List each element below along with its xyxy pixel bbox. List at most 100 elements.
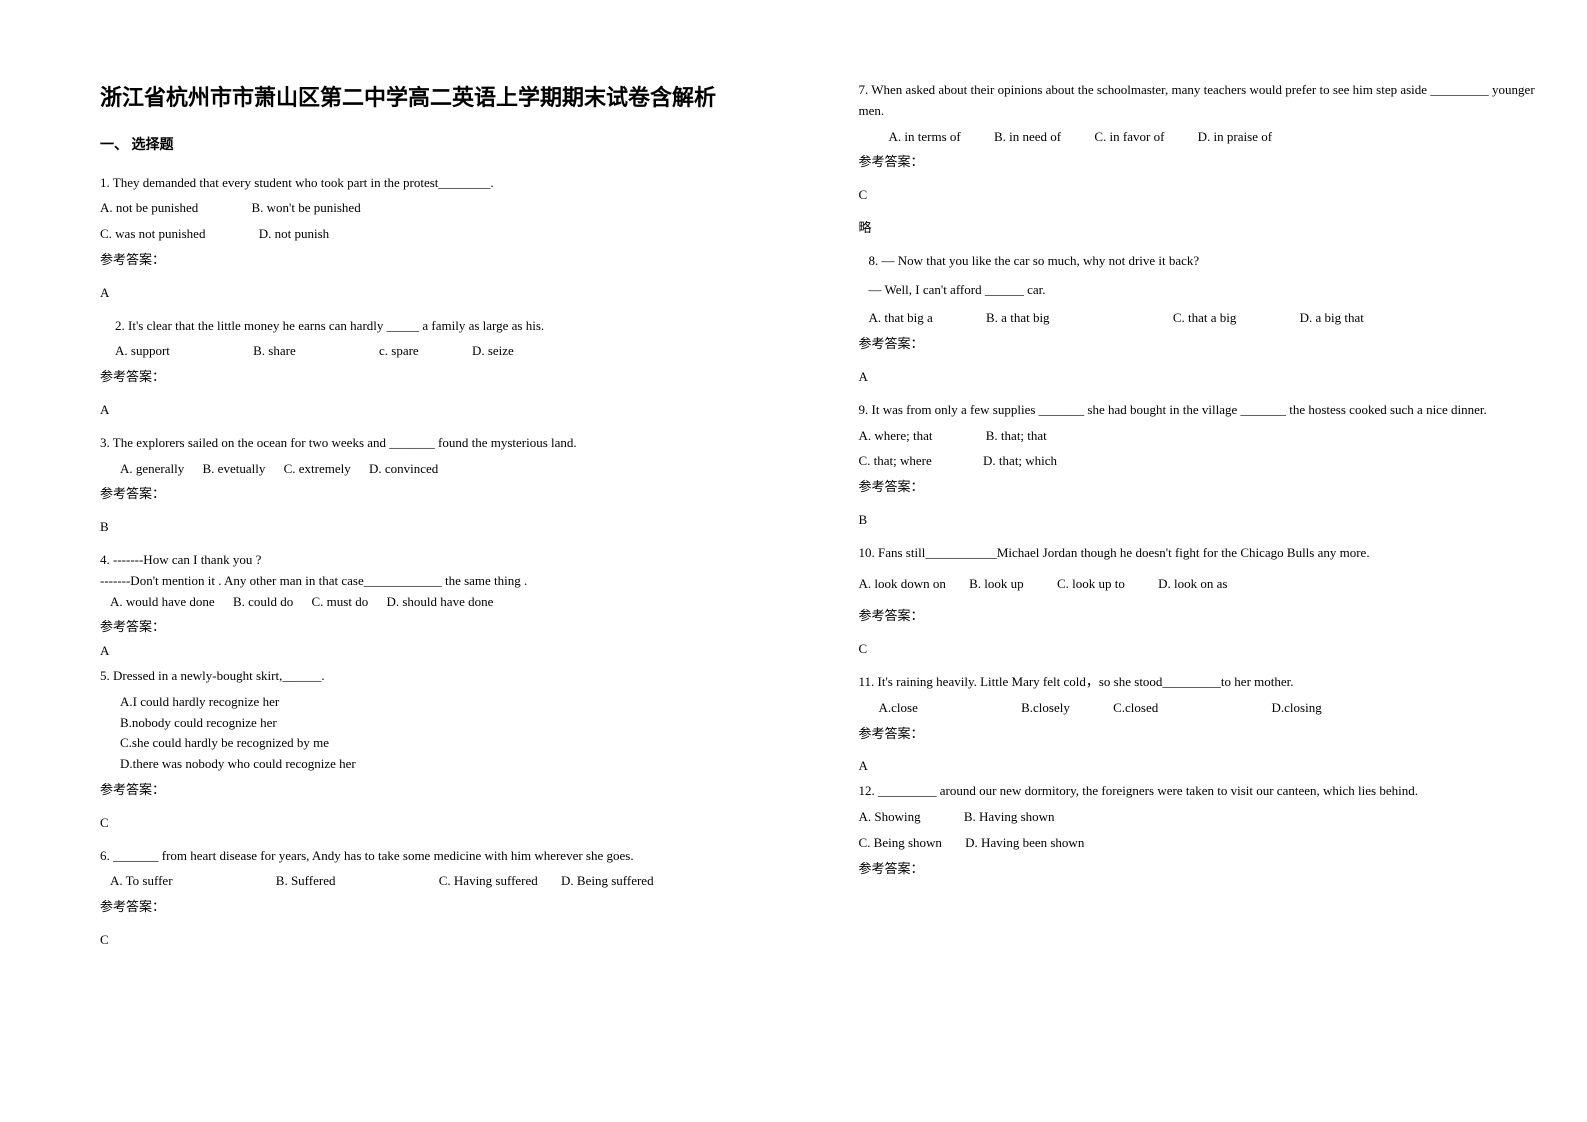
answer-label: 参考答案： (100, 484, 779, 505)
option-c: C. in favor of (1094, 129, 1164, 144)
option-a: A. look down on (859, 576, 946, 591)
option-c: C. was not punished (100, 226, 205, 241)
answer-label: 参考答案： (859, 859, 1538, 880)
document-title: 浙江省杭州市市萧山区第二中学高二英语上学期期末试卷含解析 (100, 80, 779, 115)
question-11: 11. It's raining heavily. Little Mary fe… (859, 672, 1538, 744)
option-d: D. in praise of (1198, 129, 1272, 144)
question-5: 5. Dressed in a newly-bought skirt,_____… (100, 666, 779, 801)
options-row-2: C. that; where D. that; which (859, 451, 1538, 472)
answer-value: A (859, 756, 1538, 777)
question-text: 12. _________ around our new dormitory, … (859, 781, 1538, 802)
options-row-1: A. Showing B. Having shown (859, 807, 1538, 828)
option-d: D. seize (472, 343, 514, 358)
option-c: C. Having suffered (439, 873, 538, 888)
option-a: A. would have done (110, 594, 215, 609)
option-c: C. look up to (1057, 576, 1125, 591)
question-1: 1. They demanded that every student who … (100, 173, 779, 271)
answer-label: 参考答案： (100, 367, 779, 388)
option-c: C. Being shown (859, 835, 942, 850)
answer-value: C (859, 639, 1538, 660)
answer-value: B (100, 517, 779, 538)
question-text-1: 8. — Now that you like the car so much, … (859, 251, 1538, 272)
answer-value: B (859, 510, 1538, 531)
answer-value: C (100, 930, 779, 951)
option-a: A. generally (120, 461, 184, 476)
question-text: 6. _______ from heart disease for years,… (100, 846, 779, 867)
document-columns: 浙江省杭州市市萧山区第二中学高二英语上学期期末试卷含解析 一、 选择题 1. T… (100, 80, 1537, 963)
question-8: 8. — Now that you like the car so much, … (859, 251, 1538, 355)
question-4: 4. -------How can I thank you ? -------D… (100, 550, 779, 638)
options-row: A. in terms of B. in need of C. in favor… (859, 127, 1538, 148)
answer-value: C (859, 185, 1538, 206)
options-row-1: A. where; that B. that; that (859, 426, 1538, 447)
answer-label: 参考答案： (859, 152, 1538, 173)
question-9: 9. It was from only a few supplies _____… (859, 400, 1538, 498)
question-2: 2. It's clear that the little money he e… (100, 316, 779, 388)
options-row-2: C. was not punished D. not punish (100, 224, 779, 245)
option-d: D. Having been shown (965, 835, 1084, 850)
option-c: c. spare (379, 343, 419, 358)
option-a: A.I could hardly recognize her (100, 692, 779, 713)
option-d: D. that; which (983, 453, 1057, 468)
option-d: D. convinced (369, 461, 438, 476)
question-text-1: 4. -------How can I thank you ? (100, 550, 779, 571)
question-12: 12. _________ around our new dormitory, … (859, 781, 1538, 879)
option-c: C. that; where (859, 453, 932, 468)
option-d: D. look on as (1158, 576, 1227, 591)
option-c: C.she could hardly be recognized by me (100, 733, 779, 754)
option-b: B.closely (1021, 700, 1070, 715)
question-text: 3. The explorers sailed on the ocean for… (100, 433, 779, 454)
option-b: B. share (253, 343, 296, 358)
option-d: D. Being suffered (561, 873, 654, 888)
answer-value: A (100, 283, 779, 304)
options-row: A.close B.closely C.closed D.closing (859, 698, 1538, 719)
right-column: 7. When asked about their opinions about… (859, 80, 1538, 963)
question-text: 5. Dressed in a newly-bought skirt,_____… (100, 666, 779, 687)
question-10: 10. Fans still___________Michael Jordan … (859, 543, 1538, 627)
question-7: 7. When asked about their opinions about… (859, 80, 1538, 173)
question-text: 10. Fans still___________Michael Jordan … (859, 543, 1538, 564)
answer-note: 略 (859, 218, 1538, 239)
option-c: C. that a big (1173, 310, 1237, 325)
option-a: A. To suffer (110, 873, 173, 888)
question-text: 11. It's raining heavily. Little Mary fe… (859, 672, 1538, 693)
options-row-2: C. Being shown D. Having been shown (859, 833, 1538, 854)
option-b: B. that; that (986, 428, 1047, 443)
question-text: 2. It's clear that the little money he e… (100, 316, 779, 337)
options-row: A. To suffer B. Suffered C. Having suffe… (100, 871, 779, 892)
answer-label: 参考答案： (859, 334, 1538, 355)
option-c: C. must do (312, 594, 369, 609)
answer-value: A (100, 641, 779, 662)
option-b: B. evetually (203, 461, 266, 476)
option-d: D. should have done (386, 594, 493, 609)
answer-label: 参考答案： (100, 617, 779, 638)
answer-label: 参考答案： (100, 780, 779, 801)
section-header: 一、 选择题 (100, 135, 779, 157)
left-column: 浙江省杭州市市萧山区第二中学高二英语上学期期末试卷含解析 一、 选择题 1. T… (100, 80, 779, 963)
answer-value: A (859, 367, 1538, 388)
question-text: 9. It was from only a few supplies _____… (859, 400, 1538, 421)
answer-label: 参考答案： (859, 477, 1538, 498)
option-b: B. Suffered (276, 873, 336, 888)
question-text: 7. When asked about their opinions about… (859, 80, 1538, 122)
option-d: D. not punish (259, 226, 329, 241)
options-row-1: A. not be punished B. won't be punished (100, 198, 779, 219)
option-d: D.there was nobody who could recognize h… (100, 754, 779, 775)
answer-value: A (100, 400, 779, 421)
options-row: A. would have done B. could do C. must d… (100, 592, 779, 613)
answer-label: 参考答案： (859, 724, 1538, 745)
option-a: A. not be punished (100, 200, 198, 215)
option-d: D. a big that (1300, 310, 1364, 325)
option-b: B. could do (233, 594, 293, 609)
answer-label: 参考答案： (859, 606, 1538, 627)
option-b: B. in need of (994, 129, 1061, 144)
option-a: A. in terms of (889, 129, 961, 144)
question-3: 3. The explorers sailed on the ocean for… (100, 433, 779, 505)
options-row: A. generally B. evetually C. extremely D… (100, 459, 779, 480)
option-a: A.close (879, 700, 918, 715)
options-row: A. look down on B. look up C. look up to… (859, 574, 1538, 595)
option-b: B. look up (969, 576, 1024, 591)
option-a: A. that big a (869, 310, 933, 325)
option-c: C. extremely (284, 461, 351, 476)
answer-label: 参考答案： (100, 897, 779, 918)
